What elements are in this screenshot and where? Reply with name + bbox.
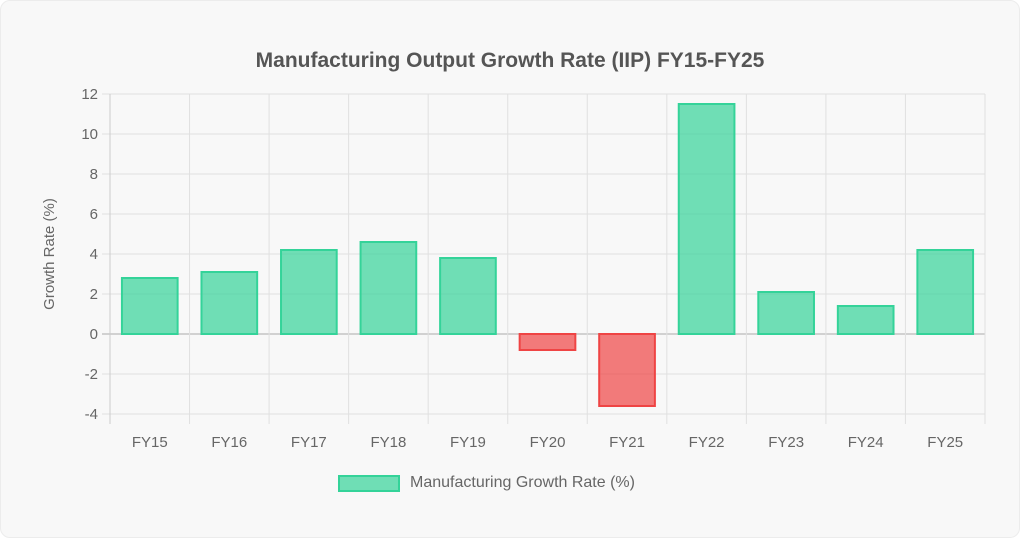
legend-swatch bbox=[338, 474, 400, 492]
y-tick-label: 6 bbox=[90, 206, 98, 223]
y-axis-label: Growth Rate (%) bbox=[41, 198, 58, 310]
x-tick-label: FY25 bbox=[927, 434, 963, 451]
x-tick-label: FY21 bbox=[609, 434, 645, 451]
legend[interactable]: Manufacturing Growth Rate (%) bbox=[338, 474, 635, 492]
y-tick-label: 10 bbox=[81, 126, 98, 143]
x-tick-label: FY24 bbox=[848, 434, 884, 451]
x-tick-label: FY17 bbox=[291, 434, 327, 451]
chart-title: Manufacturing Output Growth Rate (IIP) F… bbox=[255, 49, 765, 72]
x-tick-label: FY20 bbox=[530, 434, 566, 451]
x-tick-label: FY22 bbox=[689, 434, 725, 451]
bar-fy16 bbox=[200, 271, 259, 335]
legend-label: Manufacturing Growth Rate (%) bbox=[410, 474, 635, 491]
x-tick-label: FY16 bbox=[211, 434, 247, 451]
bar-fy18 bbox=[359, 241, 418, 335]
y-tick-label: 4 bbox=[90, 246, 98, 263]
bar-fy23 bbox=[757, 291, 815, 335]
x-tick-label: FY23 bbox=[768, 434, 804, 451]
x-tick-label: FY19 bbox=[450, 434, 486, 451]
y-tick-label: 2 bbox=[90, 286, 98, 303]
y-tick-label: 0 bbox=[90, 326, 98, 343]
y-tick-label: 8 bbox=[90, 166, 98, 183]
y-tick-label: -2 bbox=[85, 366, 98, 383]
bar-fy17 bbox=[280, 249, 338, 335]
x-tick-label: FY18 bbox=[370, 434, 406, 451]
bar-fy19 bbox=[439, 257, 497, 335]
y-tick-label: 12 bbox=[81, 86, 98, 103]
bar-fy25 bbox=[916, 249, 975, 335]
y-tick-label: -4 bbox=[85, 406, 98, 423]
bar-fy20 bbox=[518, 333, 577, 351]
bar-fy15 bbox=[120, 277, 179, 335]
bar-fy21 bbox=[598, 333, 656, 407]
bar-fy22 bbox=[677, 103, 736, 335]
x-tick-label: FY15 bbox=[132, 434, 168, 451]
bar-fy24 bbox=[836, 305, 895, 335]
